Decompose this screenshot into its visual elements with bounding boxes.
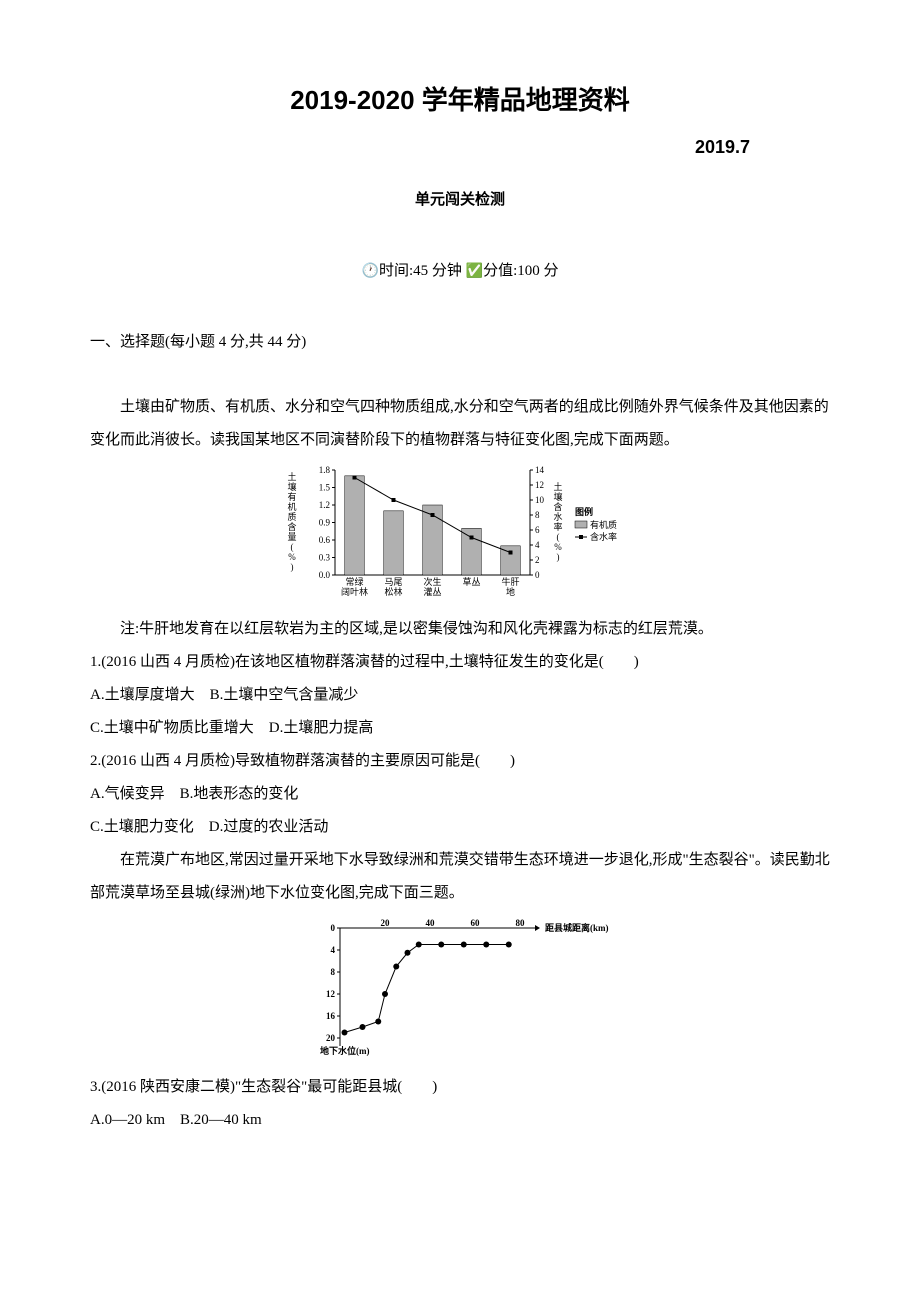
svg-text:12: 12 [535, 480, 544, 490]
svg-text:0: 0 [535, 570, 540, 580]
svg-text:8: 8 [331, 967, 336, 977]
section-title: 一、选择题(每小题 4 分,共 44 分) [90, 330, 830, 351]
svg-text:水: 水 [553, 511, 562, 522]
svg-text:%: % [554, 542, 562, 552]
svg-text:马尾: 马尾 [384, 577, 402, 587]
svg-text:地: 地 [506, 586, 515, 597]
svg-text:1.2: 1.2 [319, 500, 330, 510]
time-score: 🕐时间:45 分钟 ✅分值:100 分 [90, 259, 830, 280]
svg-text:0.0: 0.0 [319, 570, 331, 580]
q3-options-ab: A.0—20 km B.20—40 km [90, 1104, 830, 1137]
question-2: 2.(2016 山西 4 月质检)导致植物群落演替的主要原因可能是( ) [90, 745, 830, 778]
svg-text:土: 土 [553, 481, 562, 492]
svg-text:14: 14 [535, 465, 545, 475]
svg-text:次生: 次生 [423, 576, 441, 587]
svg-text:2: 2 [535, 555, 540, 565]
main-title: 2019-2020 学年精品地理资料 [90, 80, 830, 117]
svg-text:率: 率 [553, 521, 562, 532]
svg-text:地下水位(m): 地下水位(m) [320, 1045, 370, 1056]
chart1-container: 0.00.30.60.91.21.51.8土壤有机质含量(%)024681012… [90, 465, 830, 605]
svg-text:壤: 壤 [553, 491, 562, 502]
svg-text:(: ( [557, 532, 560, 542]
chart2: 20 40 60 80 距县城距离(km) 0 4 8 12 16 20 地下水位(m) [310, 918, 610, 1058]
svg-text:40: 40 [426, 918, 436, 928]
svg-text:1.8: 1.8 [319, 465, 331, 475]
svg-text:): ) [291, 562, 294, 572]
chart2-container: 20 40 60 80 距县城距离(km) 0 4 8 12 16 20 地下水位(m) [90, 918, 830, 1063]
svg-text:有机质: 有机质 [590, 519, 617, 530]
intro-paragraph: 土壤由矿物质、有机质、水分和空气四种物质组成,水分和空气两者的组成比例随外界气候… [90, 391, 830, 457]
clock-icon: 🕐 [362, 264, 379, 279]
svg-text:16: 16 [326, 1011, 336, 1021]
svg-text:20: 20 [381, 918, 391, 928]
svg-text:8: 8 [535, 510, 540, 520]
svg-text:6: 6 [535, 525, 540, 535]
question-3: 3.(2016 陕西安康二模)"生态裂谷"最可能距县城( ) [90, 1071, 830, 1104]
svg-text:0.3: 0.3 [319, 553, 331, 563]
intro2-paragraph: 在荒漠广布地区,常因过量开采地下水导致绿洲和荒漠交错带生态环境进一步退化,形成"… [90, 844, 830, 910]
svg-text:80: 80 [516, 918, 526, 928]
svg-text:壤: 壤 [287, 481, 296, 492]
q2-options-ab: A.气候变异 B.地表形态的变化 [90, 778, 830, 811]
svg-text:%: % [288, 552, 296, 562]
score-text: 分值:100 分 [483, 263, 558, 279]
q2-options-cd: C.土壤肥力变化 D.过度的农业活动 [90, 811, 830, 844]
q1-options-cd: C.土壤中矿物质比重增大 D.土壤肥力提高 [90, 712, 830, 745]
svg-text:12: 12 [326, 989, 336, 999]
svg-text:土: 土 [287, 471, 296, 482]
chart1: 0.00.30.60.91.21.51.8土壤有机质含量(%)024681012… [280, 465, 640, 600]
svg-text:1.5: 1.5 [319, 483, 331, 493]
svg-text:含水率: 含水率 [590, 531, 617, 542]
svg-text:距县城距离(km): 距县城距离(km) [545, 922, 609, 933]
svg-text:量: 量 [287, 532, 296, 542]
time-text: 时间:45 分钟 [379, 263, 466, 279]
svg-text:20: 20 [326, 1033, 336, 1043]
svg-text:阔叶林: 阔叶林 [341, 586, 368, 597]
svg-text:0: 0 [331, 923, 336, 933]
svg-text:机: 机 [287, 501, 296, 512]
svg-text:灌丛: 灌丛 [423, 586, 441, 597]
svg-text:4: 4 [535, 540, 540, 550]
date: 2019.7 [90, 137, 830, 158]
svg-text:(: ( [291, 542, 294, 552]
note-text: 注:牛肝地发育在以红层软岩为主的区域,是以密集侵蚀沟和风化壳裸露为标志的红层荒漠… [90, 613, 830, 646]
svg-text:60: 60 [471, 918, 481, 928]
svg-text:含: 含 [287, 521, 296, 532]
svg-text:草丛: 草丛 [462, 576, 480, 587]
subtitle: 单元闯关检测 [90, 188, 830, 209]
svg-text:含: 含 [553, 501, 562, 512]
q1-options-ab: A.土壤厚度增大 B.土壤中空气含量减少 [90, 679, 830, 712]
svg-text:10: 10 [535, 495, 545, 505]
question-1: 1.(2016 山西 4 月质检)在该地区植物群落演替的过程中,土壤特征发生的变… [90, 646, 830, 679]
check-icon: ✅ [466, 264, 483, 279]
svg-text:图例: 图例 [575, 506, 593, 517]
svg-text:有: 有 [287, 491, 296, 502]
svg-text:4: 4 [331, 945, 336, 955]
svg-text:): ) [557, 552, 560, 562]
svg-text:质: 质 [287, 511, 296, 522]
svg-text:松林: 松林 [384, 586, 402, 597]
svg-text:0.6: 0.6 [319, 535, 331, 545]
svg-text:牛肝: 牛肝 [501, 576, 519, 587]
svg-text:常绿: 常绿 [345, 576, 363, 587]
svg-text:0.9: 0.9 [319, 518, 331, 528]
